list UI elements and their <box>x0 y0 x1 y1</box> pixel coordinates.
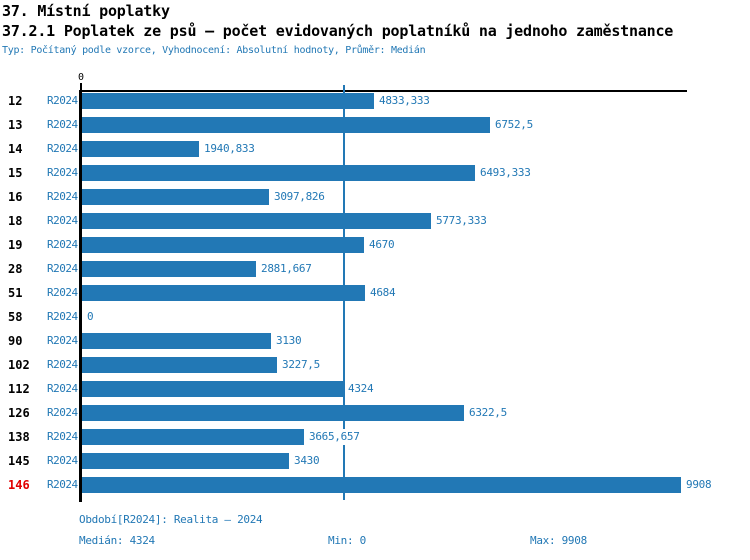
bar-value-label: 0 <box>86 309 95 325</box>
bar <box>82 405 464 421</box>
row-period-label: R2024 <box>47 190 78 203</box>
row-category-label: 146 <box>8 478 30 492</box>
row-category-label: 14 <box>8 142 23 156</box>
row-category-label: 102 <box>8 358 30 372</box>
footer-max: Max: 9908 <box>530 534 587 547</box>
bar-value-label: 3227,5 <box>281 357 321 373</box>
row-category-label: 112 <box>8 382 30 396</box>
row-period-label: R2024 <box>47 478 78 491</box>
bar <box>82 93 374 109</box>
row-category-label: 51 <box>8 286 23 300</box>
bar <box>82 261 256 277</box>
row-period-label: R2024 <box>47 118 78 131</box>
chart-title: 37.2.1 Poplatek ze psů – počet evidovaný… <box>2 22 674 40</box>
row-category-label: 12 <box>8 94 23 108</box>
row-period-label: R2024 <box>47 430 78 443</box>
row-period-label: R2024 <box>47 262 78 275</box>
row-period-label: R2024 <box>47 142 78 155</box>
report-section-title: 37. Místní poplatky <box>2 2 170 20</box>
chart-subtitle: Typ: Počítaný podle vzorce, Vyhodnocení:… <box>2 45 426 56</box>
bar-value-label: 9908 <box>685 477 713 493</box>
row-period-label: R2024 <box>47 406 78 419</box>
row-category-label: 145 <box>8 454 30 468</box>
bar-value-label: 4684 <box>369 285 397 301</box>
bar <box>82 213 431 229</box>
row-category-label: 19 <box>8 238 23 252</box>
row-period-label: R2024 <box>47 334 78 347</box>
row-period-label: R2024 <box>47 94 78 107</box>
row-period-label: R2024 <box>47 286 78 299</box>
row-period-label: R2024 <box>47 310 78 323</box>
row-category-label: 16 <box>8 190 23 204</box>
bar-value-label: 3097,826 <box>273 189 326 205</box>
row-period-label: R2024 <box>47 382 78 395</box>
bar <box>82 381 343 397</box>
bar <box>82 357 277 373</box>
bar <box>82 477 681 493</box>
footer-period-info: Období[R2024]: Realita – 2024 <box>79 513 263 526</box>
bar <box>82 189 269 205</box>
bar-value-label: 3665,657 <box>308 429 361 445</box>
row-category-label: 138 <box>8 430 30 444</box>
y-axis-line <box>79 90 82 502</box>
bar <box>82 165 475 181</box>
bar <box>82 429 304 445</box>
bar-value-label: 3130 <box>275 333 303 349</box>
row-category-label: 15 <box>8 166 23 180</box>
footer-min: Min: 0 <box>328 534 366 547</box>
row-period-label: R2024 <box>47 214 78 227</box>
bar-value-label: 1940,833 <box>203 141 256 157</box>
row-period-label: R2024 <box>47 166 78 179</box>
axis-zero-tick-label: 0 <box>77 72 85 83</box>
row-category-label: 28 <box>8 262 23 276</box>
bar <box>82 285 365 301</box>
axis-zero-tick <box>80 83 82 90</box>
row-category-label: 13 <box>8 118 23 132</box>
bar <box>82 237 364 253</box>
row-category-label: 58 <box>8 310 23 324</box>
bar-value-label: 5773,333 <box>435 213 488 229</box>
bar-value-label: 6493,333 <box>479 165 532 181</box>
bar-value-label: 4324 <box>347 381 375 397</box>
bar <box>82 117 490 133</box>
bar <box>82 453 289 469</box>
row-category-label: 90 <box>8 334 23 348</box>
row-category-label: 18 <box>8 214 23 228</box>
bar-value-label: 3430 <box>293 453 321 469</box>
row-category-label: 126 <box>8 406 30 420</box>
bar <box>82 333 271 349</box>
row-period-label: R2024 <box>47 358 78 371</box>
bar <box>82 141 199 157</box>
row-period-label: R2024 <box>47 238 78 251</box>
bar-value-label: 6752,5 <box>494 117 534 133</box>
bar-value-label: 2881,667 <box>260 261 313 277</box>
row-period-label: R2024 <box>47 454 78 467</box>
axis-top-line <box>81 90 687 92</box>
bar-value-label: 6322,5 <box>468 405 508 421</box>
bar-value-label: 4670 <box>368 237 396 253</box>
footer-median: Medián: 4324 <box>79 534 155 547</box>
bar-value-label: 4833,333 <box>378 93 431 109</box>
